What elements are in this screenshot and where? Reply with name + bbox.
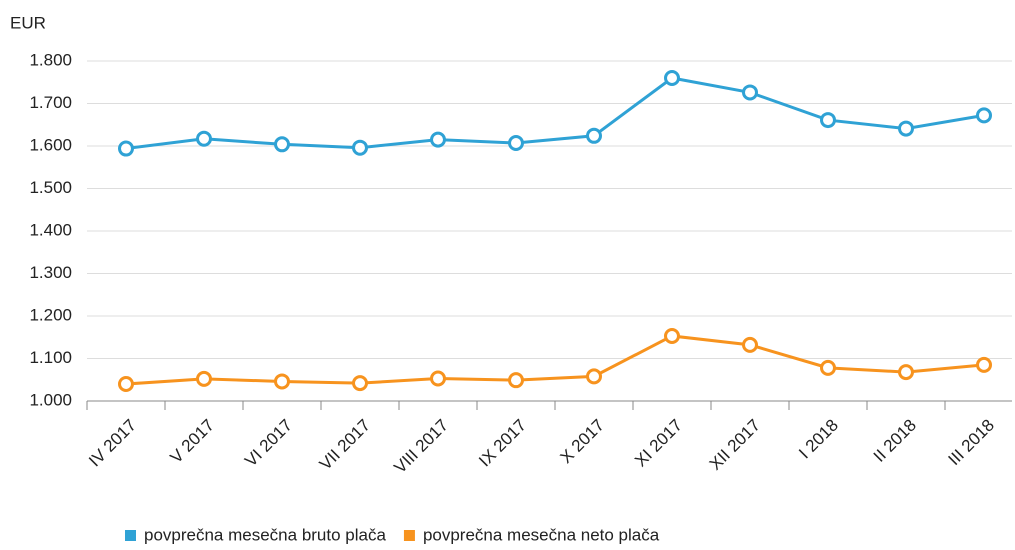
x-tick-label: XII 2017 — [706, 416, 764, 474]
series-line — [125, 76, 985, 151]
y-tick-label: 1.600 — [29, 135, 72, 154]
data-point — [898, 120, 914, 137]
data-point — [586, 127, 602, 144]
legend-swatch — [125, 530, 136, 541]
legend-swatch — [403, 530, 415, 541]
data-point — [898, 364, 914, 381]
y-tick-label: 1.700 — [29, 93, 72, 112]
data-point — [196, 130, 212, 147]
y-tick-label: 1.000 — [29, 390, 72, 409]
data-point — [430, 131, 446, 148]
data-point — [664, 327, 680, 344]
x-tick-label: XI 2017 — [631, 416, 686, 471]
series-line — [125, 334, 985, 386]
data-point — [508, 135, 524, 152]
legend-label: povprečna mesečna bruto plača — [144, 525, 386, 544]
x-tick-label: VI 2017 — [241, 416, 296, 471]
data-point — [352, 139, 368, 156]
x-tick-label: V 2017 — [166, 416, 218, 468]
x-tick-label: X 2017 — [556, 416, 608, 468]
data-point — [820, 359, 836, 376]
x-tick-label: IX 2017 — [475, 416, 530, 471]
data-point — [274, 136, 290, 153]
y-tick-label: 1.200 — [29, 305, 72, 324]
data-point — [430, 370, 446, 387]
y-tick-label: 1.100 — [29, 348, 72, 367]
data-point — [274, 373, 290, 390]
y-tick-label: 1.500 — [29, 178, 72, 197]
data-point — [820, 112, 836, 129]
x-tick-label: I 2018 — [795, 416, 842, 463]
data-point — [742, 84, 758, 101]
data-point — [508, 372, 524, 389]
y-axis-label: EUR — [10, 13, 46, 32]
data-point — [196, 370, 212, 387]
y-tick-label: 1.300 — [29, 263, 72, 282]
y-tick-label: 1.800 — [29, 50, 72, 69]
x-tick-label: IV 2017 — [85, 416, 140, 471]
data-point — [976, 356, 992, 373]
x-tick-label: III 2018 — [944, 416, 998, 470]
legend-label: povprečna mesečna neto plača — [423, 525, 660, 544]
data-point — [586, 368, 602, 385]
data-point — [742, 336, 758, 353]
data-point — [118, 376, 134, 392]
y-tick-label: 1.400 — [29, 220, 72, 239]
data-point — [118, 140, 134, 157]
data-point — [664, 70, 680, 86]
data-point — [352, 375, 368, 392]
x-tick-label: VII 2017 — [316, 416, 374, 474]
data-point — [976, 107, 992, 124]
x-tick-label: II 2018 — [870, 416, 920, 466]
x-tick-label: VIII 2017 — [390, 416, 452, 478]
